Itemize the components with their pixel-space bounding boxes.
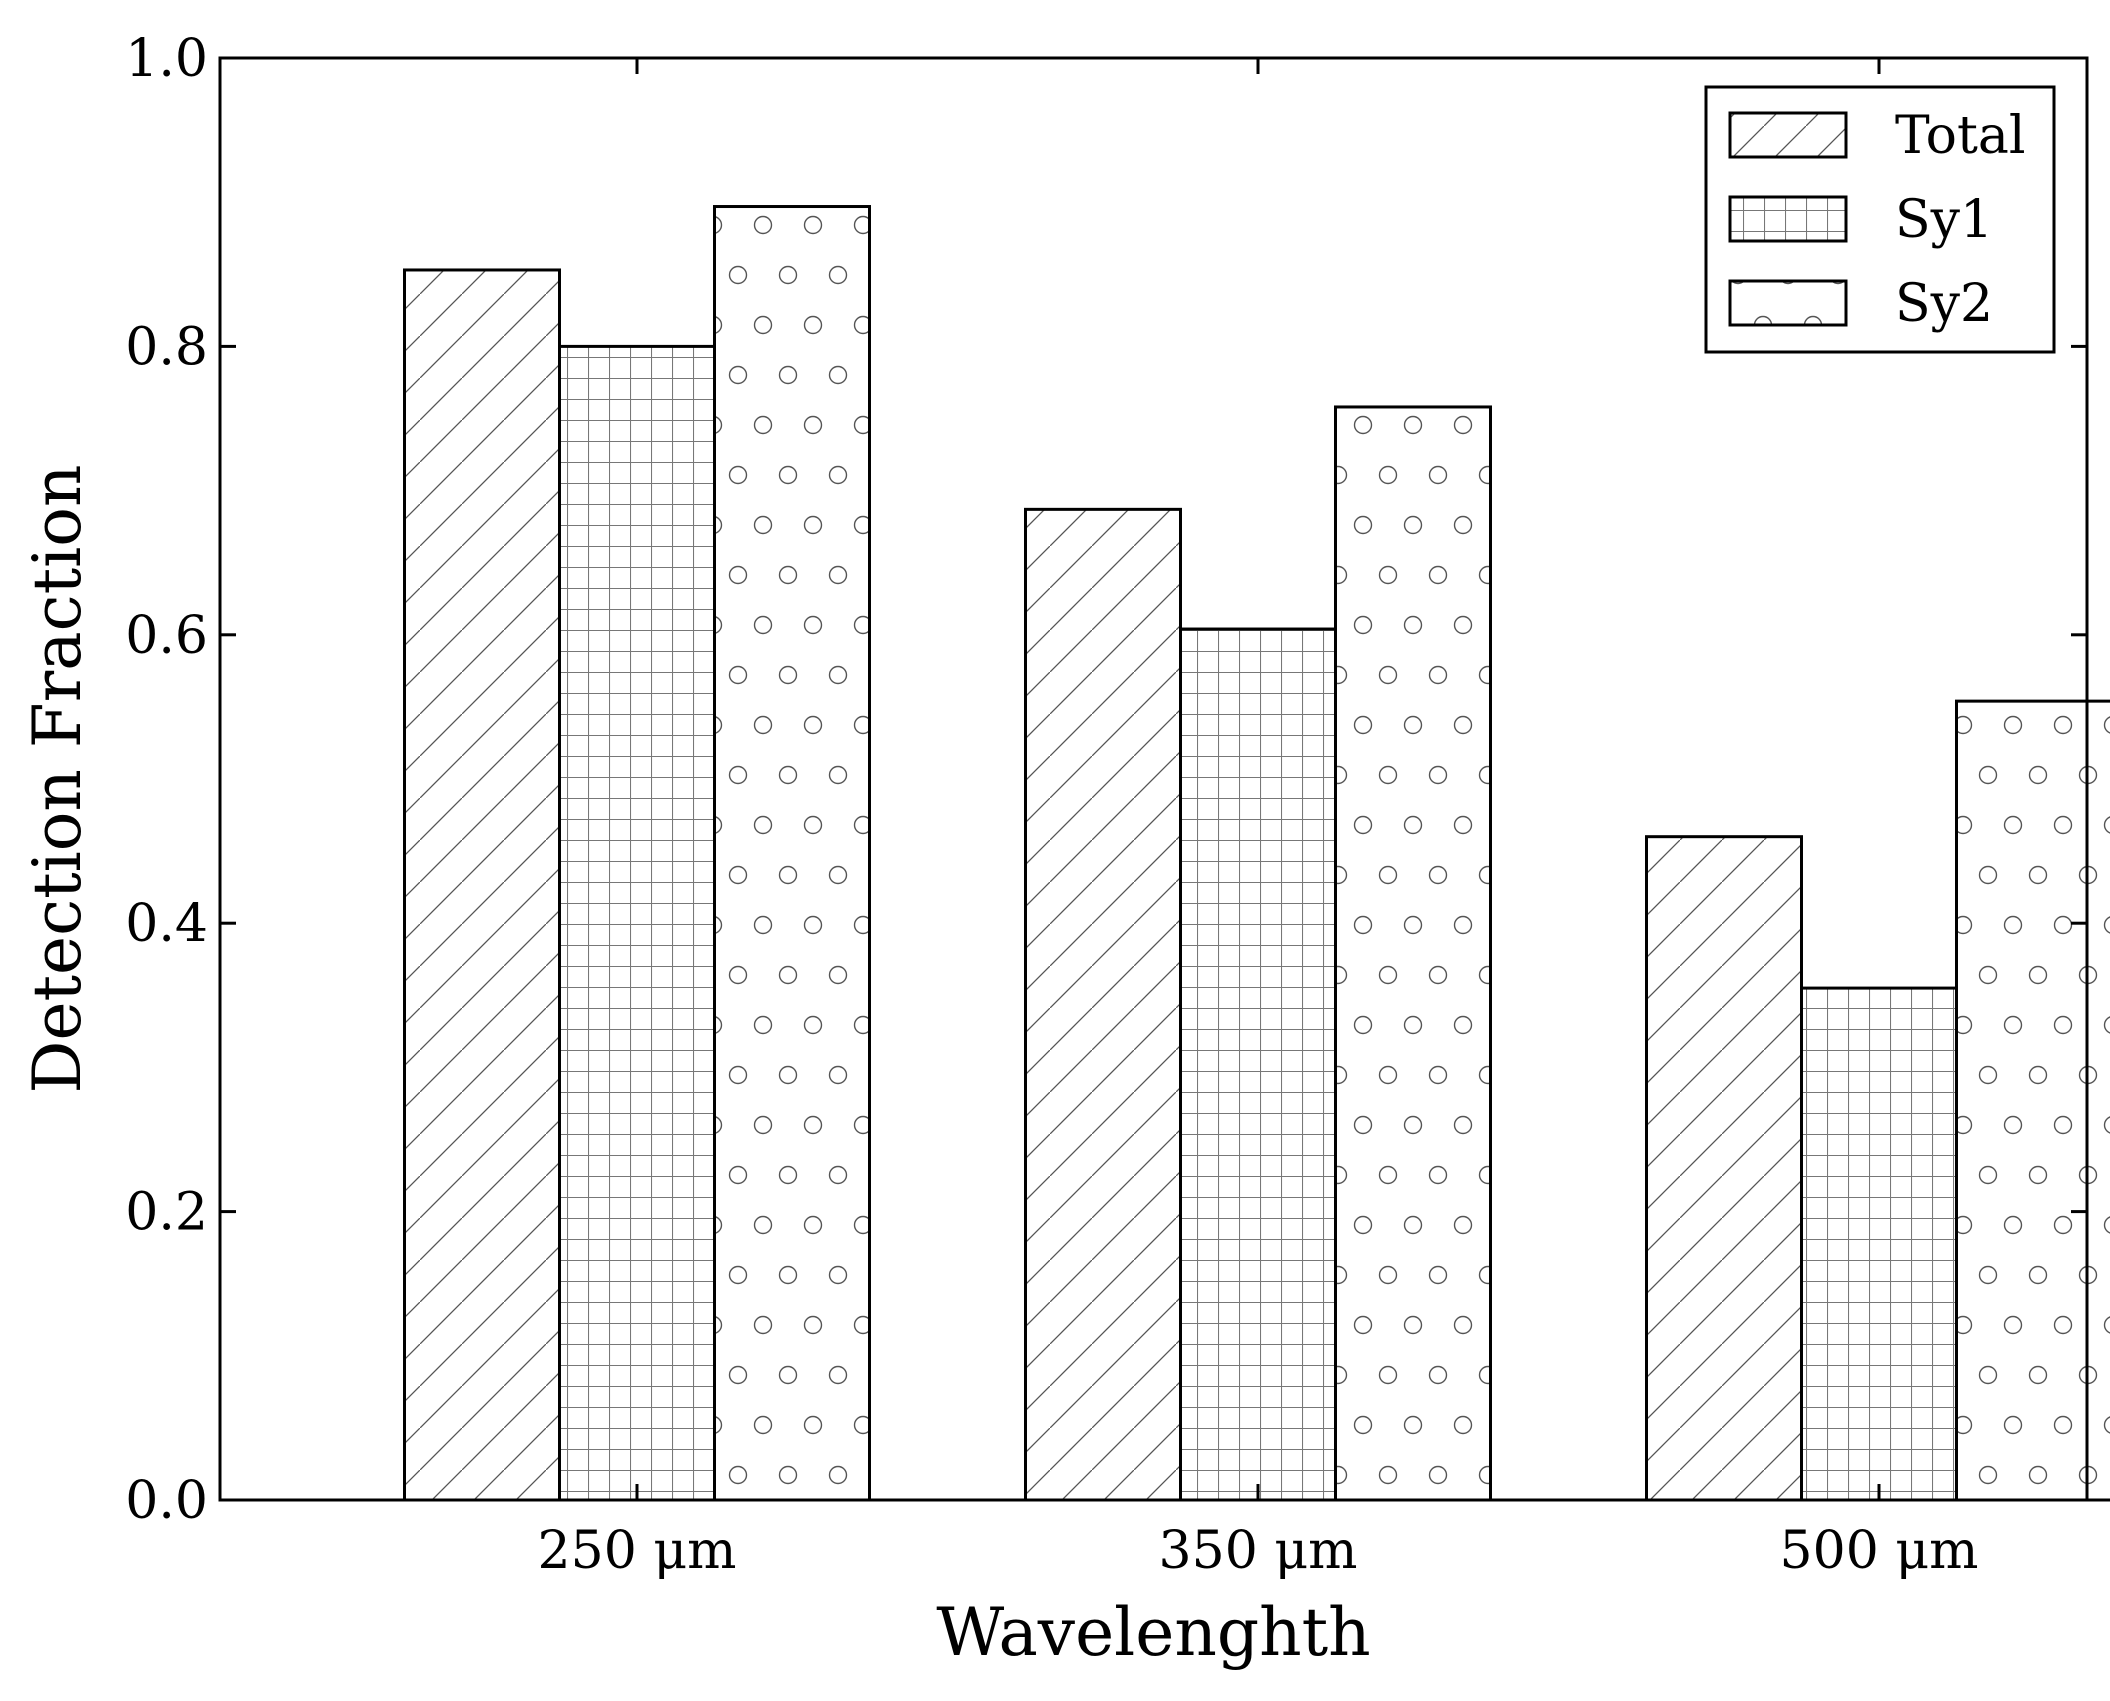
bar-sy1-1 [558,344,716,1502]
bar-total-3 [1645,835,1803,1502]
legend-label-total: Total [1895,106,2025,166]
bar-group [403,205,2110,1502]
bar-sy2-2 [1334,405,1492,1502]
bar-sy2-3 [1955,699,2110,1502]
bar-sy2-1 [713,205,871,1502]
bar-total-2 [1024,507,1182,1502]
y-tick-label: 0.0 [125,1471,208,1531]
x-axis-title: Wavelenghth [936,1594,1370,1671]
bar-sy1-2 [1179,627,1337,1502]
x-tick-label: 350 μm [1159,1521,1358,1581]
y-tick-labels: 0.0 0.2 0.4 0.6 0.8 1.0 [125,29,208,1531]
x-tick-label: 500 μm [1780,1521,1979,1581]
x-tick-label: 250 μm [538,1521,737,1581]
y-tick-label: 0.4 [125,894,208,954]
legend-swatch-total [1728,111,1848,159]
y-tick-label: 0.2 [125,1183,208,1243]
x-tick-labels: 250 μm 350 μm 500 μm [538,1521,1979,1581]
legend-swatch-sy2 [1728,279,1848,327]
legend-label-sy2: Sy2 [1895,274,1993,334]
y-tick-label: 0.6 [125,606,208,666]
y-axis-title: Detection Fraction [19,465,96,1094]
bar-sy1-3 [1800,986,1958,1502]
plot-frame [218,56,2089,1502]
y-tick-label: 1.0 [125,29,208,89]
legend: Total Sy1 Sy2 [1704,85,2056,354]
legend-swatch-sy1 [1728,195,1848,243]
y-tick-label: 0.8 [125,317,208,377]
bar-total-1 [403,268,561,1502]
legend-label-sy1: Sy1 [1895,190,1993,250]
